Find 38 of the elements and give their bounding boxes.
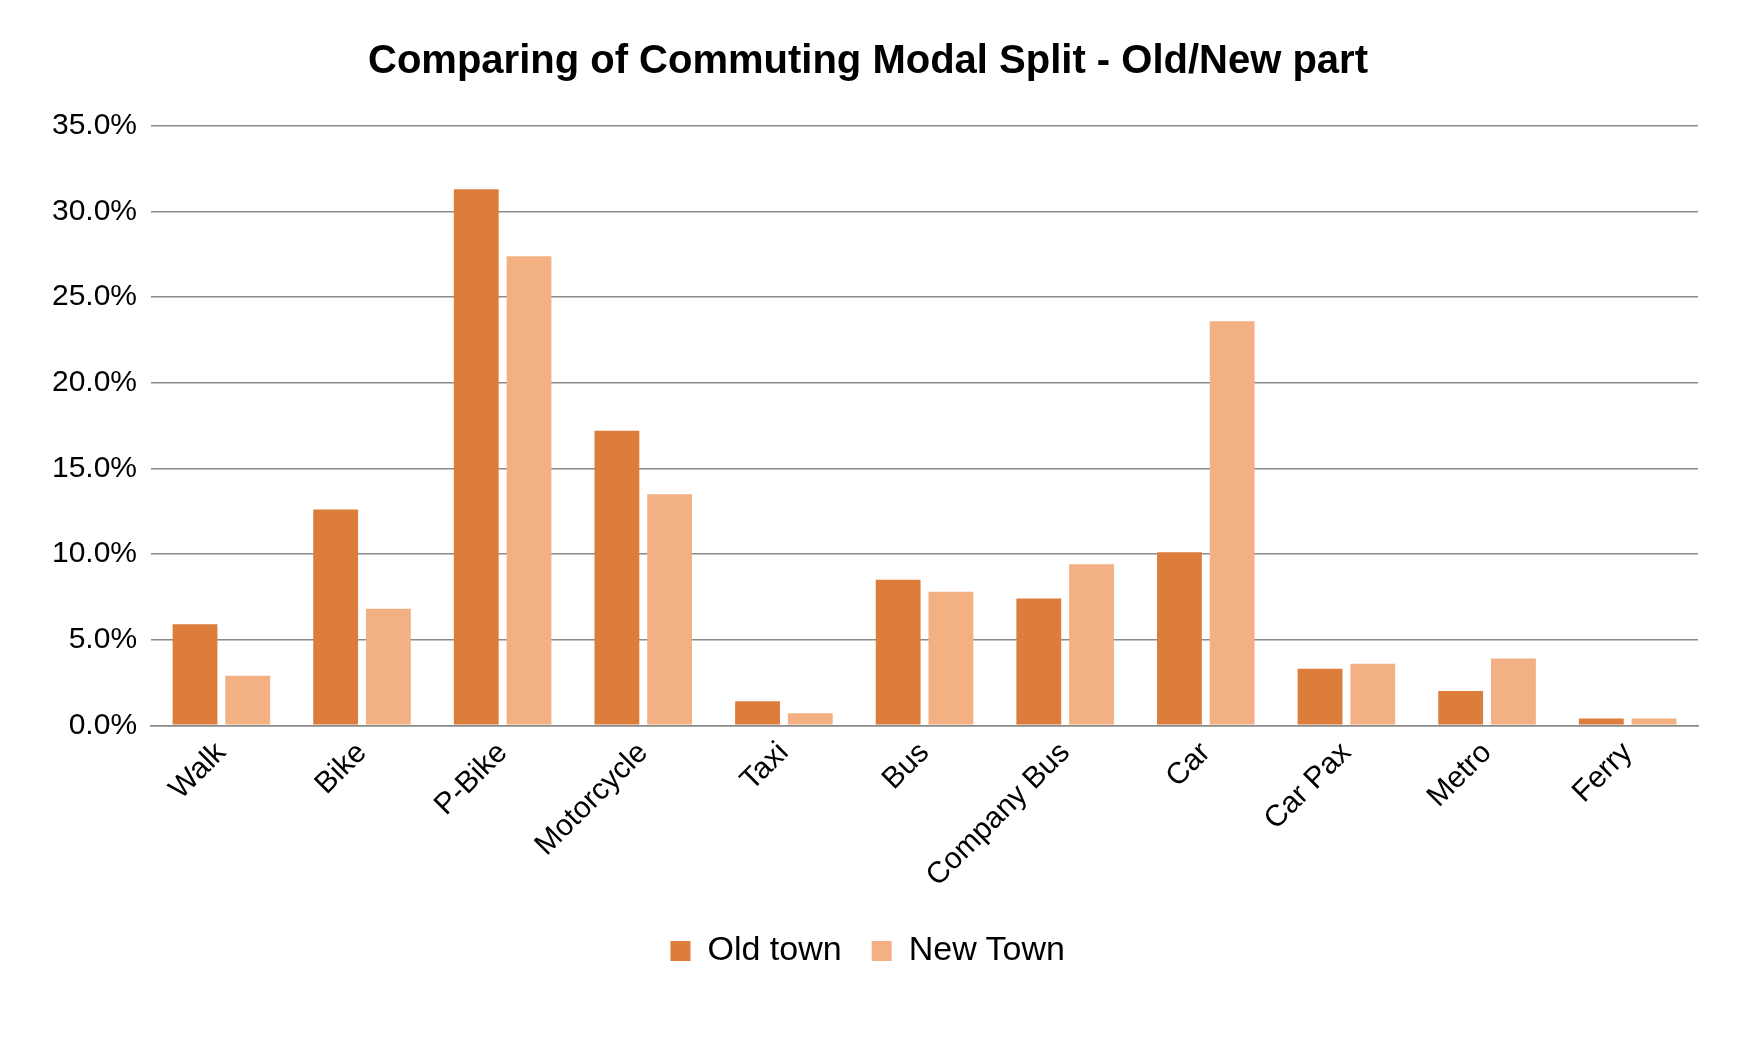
legend-label: New Town bbox=[908, 929, 1065, 968]
y-tick-label: 15.0% bbox=[51, 449, 138, 483]
chart-title: Comparing of Commuting Modal Split - Old/New part bbox=[368, 37, 1368, 82]
bar bbox=[1438, 691, 1484, 725]
bar bbox=[1350, 663, 1396, 725]
x-tick-label: Car Pax bbox=[1256, 734, 1357, 835]
bar bbox=[787, 713, 833, 725]
bar bbox=[225, 675, 271, 725]
bar bbox=[1297, 668, 1343, 725]
y-tick-label: 0.0% bbox=[68, 706, 138, 740]
bar bbox=[313, 509, 359, 725]
y-tick-label: 25.0% bbox=[51, 278, 138, 312]
y-tick-label: 20.0% bbox=[51, 364, 138, 398]
legend-label: Old town bbox=[707, 929, 842, 968]
bar bbox=[1157, 552, 1202, 725]
bar bbox=[453, 189, 499, 725]
bar bbox=[594, 430, 640, 725]
bar bbox=[172, 624, 218, 725]
bar bbox=[1578, 718, 1624, 725]
bar bbox=[647, 494, 693, 725]
bar bbox=[735, 701, 780, 725]
x-tick-label: Bike bbox=[307, 734, 373, 800]
bar bbox=[875, 579, 921, 725]
bar bbox=[1209, 321, 1255, 725]
x-tick-label: Bus bbox=[874, 734, 935, 795]
bar bbox=[1491, 658, 1536, 725]
bar bbox=[1631, 718, 1677, 725]
bar bbox=[1069, 564, 1114, 725]
bar bbox=[928, 591, 974, 725]
bar bbox=[1016, 598, 1062, 725]
x-tick-label: Car bbox=[1158, 734, 1216, 793]
bar bbox=[506, 256, 552, 725]
x-tick-label: Taxi bbox=[732, 734, 794, 796]
bar bbox=[365, 608, 411, 725]
y-tick-label: 30.0% bbox=[51, 192, 138, 226]
y-tick-label: 5.0% bbox=[68, 620, 138, 654]
y-tick-label: 10.0% bbox=[51, 535, 138, 569]
y-tick-label: 35.0% bbox=[51, 107, 138, 141]
